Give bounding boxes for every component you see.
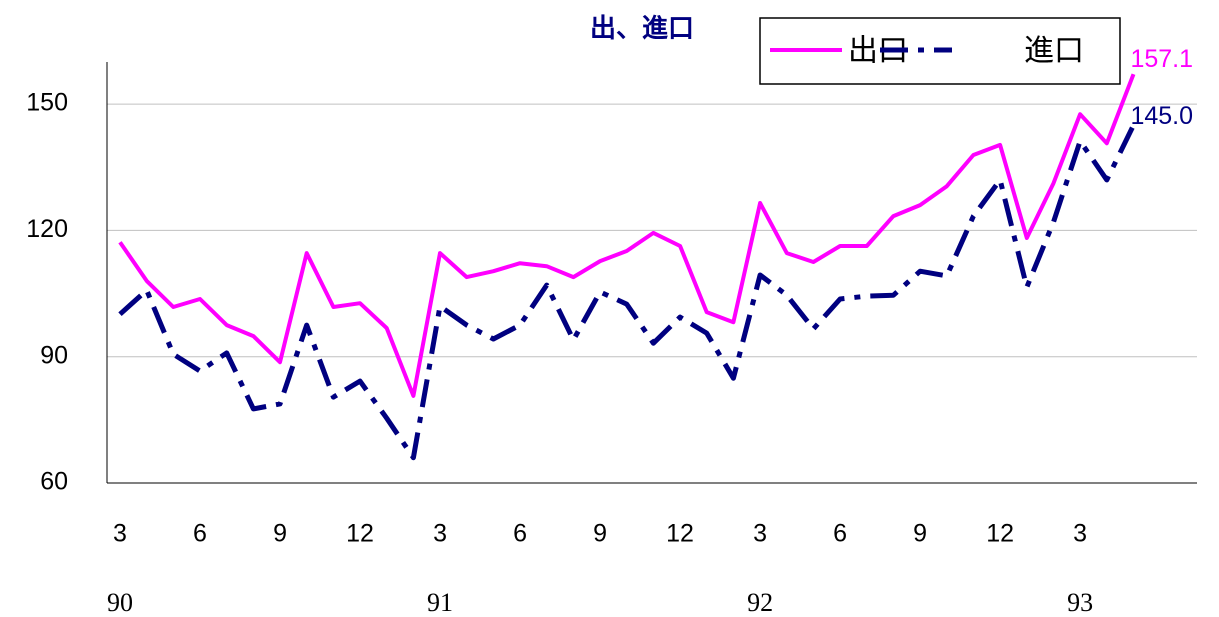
series-line (118, 124, 1136, 461)
x-tick-label: 9 (273, 520, 287, 548)
x-tick-label: 6 (193, 520, 207, 548)
legend-label: 進口 (1024, 34, 1084, 69)
year-label: 93 (1067, 588, 1093, 617)
y-tick-label: 120 (26, 215, 68, 243)
x-tick-label: 12 (666, 520, 694, 548)
x-tick-label: 3 (433, 520, 447, 548)
x-tick-label: 12 (986, 520, 1014, 548)
year-label: 90 (107, 588, 133, 617)
x-tick-label: 12 (346, 520, 374, 548)
y-tick-label: 150 (26, 89, 68, 117)
x-tick-label: 9 (593, 520, 607, 548)
y-tick-label: 90 (40, 341, 68, 369)
chart-title: 出、進口 (590, 14, 694, 44)
year-label: 91 (427, 588, 453, 617)
data-label: 157.1 (1130, 45, 1193, 73)
data-label: 145.0 (1130, 102, 1193, 130)
x-tick-label: 3 (113, 520, 127, 548)
x-tick-label: 3 (1073, 520, 1087, 548)
x-tick-label: 6 (513, 520, 527, 548)
x-tick-label: 3 (753, 520, 767, 548)
x-tick-label: 6 (833, 520, 847, 548)
year-label: 92 (747, 588, 773, 617)
series-line (118, 73, 1136, 398)
x-tick-label: 9 (913, 520, 927, 548)
y-tick-label: 60 (40, 468, 68, 496)
